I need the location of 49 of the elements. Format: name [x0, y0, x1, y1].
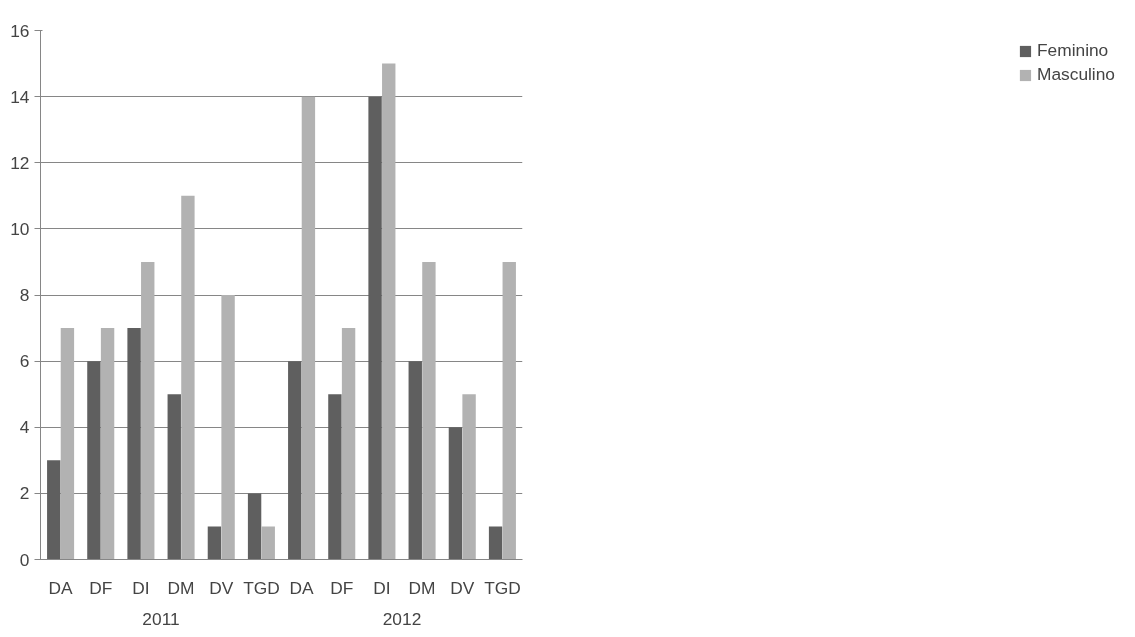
x-tick-label: TGD	[243, 577, 280, 598]
bar	[247, 493, 262, 560]
bar	[100, 328, 115, 560]
bar	[502, 261, 516, 560]
bar	[207, 526, 222, 560]
x-tick-label: DF	[330, 577, 354, 598]
bar	[221, 295, 235, 560]
y-tick-label: 8	[19, 285, 30, 305]
bar	[301, 96, 316, 560]
bar	[261, 526, 275, 560]
bar	[87, 361, 101, 560]
bar	[408, 361, 422, 560]
y-tick-label: 6	[19, 351, 30, 372]
bar	[167, 394, 181, 560]
bar	[60, 328, 75, 560]
bar	[288, 361, 302, 560]
y-tick-label: 10	[10, 218, 30, 239]
y-tick-label: 14	[10, 86, 30, 107]
x-tick-label: DA	[289, 577, 315, 598]
y-tick-label: 4	[19, 417, 30, 438]
legend-label: Feminino	[1036, 40, 1109, 61]
bar	[141, 261, 155, 560]
text: 2012	[382, 608, 422, 629]
bar	[341, 328, 356, 560]
bar	[181, 195, 195, 560]
bar	[47, 460, 61, 560]
bar	[127, 328, 141, 560]
y-tick-label: 12	[10, 152, 30, 173]
bar	[422, 261, 436, 560]
text: 2011	[142, 608, 180, 629]
x-tick-label: DI	[373, 577, 391, 598]
legend-label: Masculino	[1036, 64, 1115, 85]
bar	[462, 394, 476, 560]
x-tick-label: DM	[408, 577, 436, 598]
x-tick-label: DM	[167, 577, 195, 598]
x-tick-label: DF	[89, 577, 113, 598]
bar	[448, 427, 463, 560]
x-tick-label: DI	[132, 577, 150, 598]
x-tick-label: DA	[48, 577, 74, 598]
x-tick-label: DV	[450, 577, 475, 598]
bar	[368, 96, 382, 560]
y-tick-label: 2	[19, 483, 30, 504]
bar	[382, 63, 396, 560]
x-tick-label: DV	[209, 577, 234, 598]
bar	[488, 526, 503, 560]
y-tick-label: 0	[19, 549, 30, 570]
x-tick-label: TGD	[484, 577, 521, 598]
bar	[328, 394, 342, 560]
y-tick-label: 16	[10, 20, 30, 41]
